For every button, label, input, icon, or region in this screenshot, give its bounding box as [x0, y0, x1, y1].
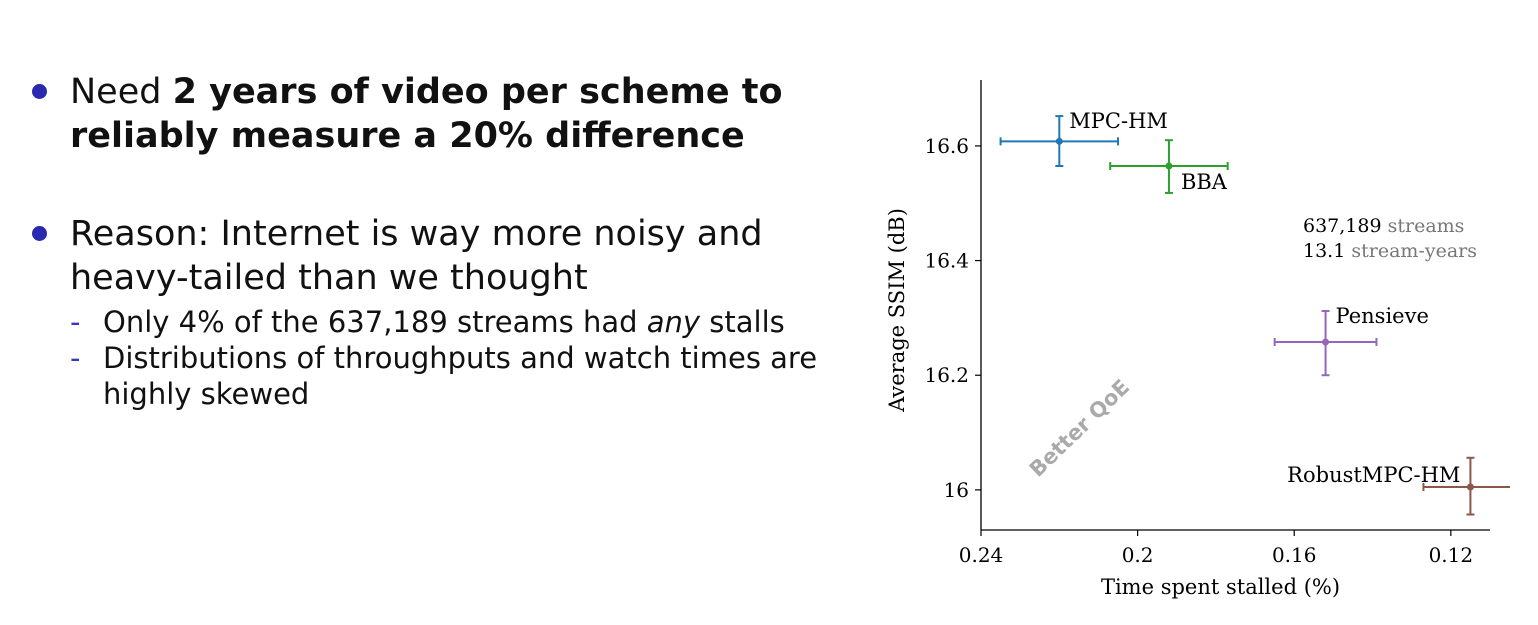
stats-value: 637,189 [1303, 215, 1388, 237]
bullet-2-text: Reason: Internet is way more noisy and h… [70, 214, 763, 298]
bullet-1: Need 2 years of video per scheme to reli… [26, 70, 856, 158]
data-point [1322, 338, 1330, 346]
ssim-vs-stall-scatter-chart: 0.24 0.2 0.16 0.12 16.6 16.4 16.2 16 Time spent … [885, 80, 1510, 599]
bullet-list: Need 2 years of video per scheme to reli… [26, 70, 856, 412]
stats-annotation: 637,189 streams [1303, 215, 1464, 237]
x-tick-label: 0.12 [1429, 543, 1474, 567]
bullet-1-prefix: Need [70, 72, 173, 112]
y-tick-label: 16.2 [924, 363, 969, 387]
bullet-2: Reason: Internet is way more noisy and h… [26, 212, 856, 300]
data-point [1466, 483, 1474, 491]
x-tick-label: 0.2 [1122, 543, 1154, 567]
sub-bullet-1-after: stalls [700, 305, 785, 339]
y-tick-label: 16 [944, 478, 969, 502]
stats-unit: stream-years [1351, 240, 1477, 262]
bullet-dot [32, 84, 47, 99]
sub-bullet-2-text: Distributions of throughputs and watch t… [103, 341, 818, 411]
dash-marker: - [70, 305, 81, 339]
better-qoe-label: Better QoE [1025, 375, 1134, 482]
series-label: Pensieve [1336, 304, 1429, 328]
stats-unit: streams [1388, 215, 1465, 237]
y-tick-label: 16.4 [924, 249, 969, 273]
stats-annotation: 13.1 stream-years [1303, 240, 1477, 262]
data-point [1165, 162, 1173, 170]
sub-bullet-2: - Distributions of throughputs and watch… [26, 340, 856, 412]
sub-bullet-list: - Only 4% of the 637,189 streams had any… [26, 304, 856, 412]
x-tick-label: 0.24 [959, 543, 1004, 567]
y-tick-label: 16.6 [924, 134, 969, 158]
bullet-1-bold-text: 2 years of video per scheme to reliably … [70, 72, 783, 156]
series-label: RobustMPC-HM [1287, 463, 1460, 487]
x-axis-label: Time spent stalled (%) [1101, 575, 1340, 599]
y-axis-label: Average SSIM (dB) [885, 208, 909, 413]
sub-bullet-1-before: Only 4% of the 637,189 streams had [103, 305, 647, 339]
data-point [1055, 137, 1063, 145]
x-tick-label: 0.16 [1272, 543, 1317, 567]
sub-bullet-1: - Only 4% of the 637,189 streams had any… [26, 304, 856, 340]
series-label: BBA [1181, 170, 1228, 194]
stats-value: 13.1 [1303, 240, 1351, 262]
sub-bullet-1-italic: any [646, 305, 701, 339]
series-label: MPC-HM [1069, 109, 1168, 133]
dash-marker: - [70, 341, 81, 375]
bullet-dot [32, 226, 47, 241]
